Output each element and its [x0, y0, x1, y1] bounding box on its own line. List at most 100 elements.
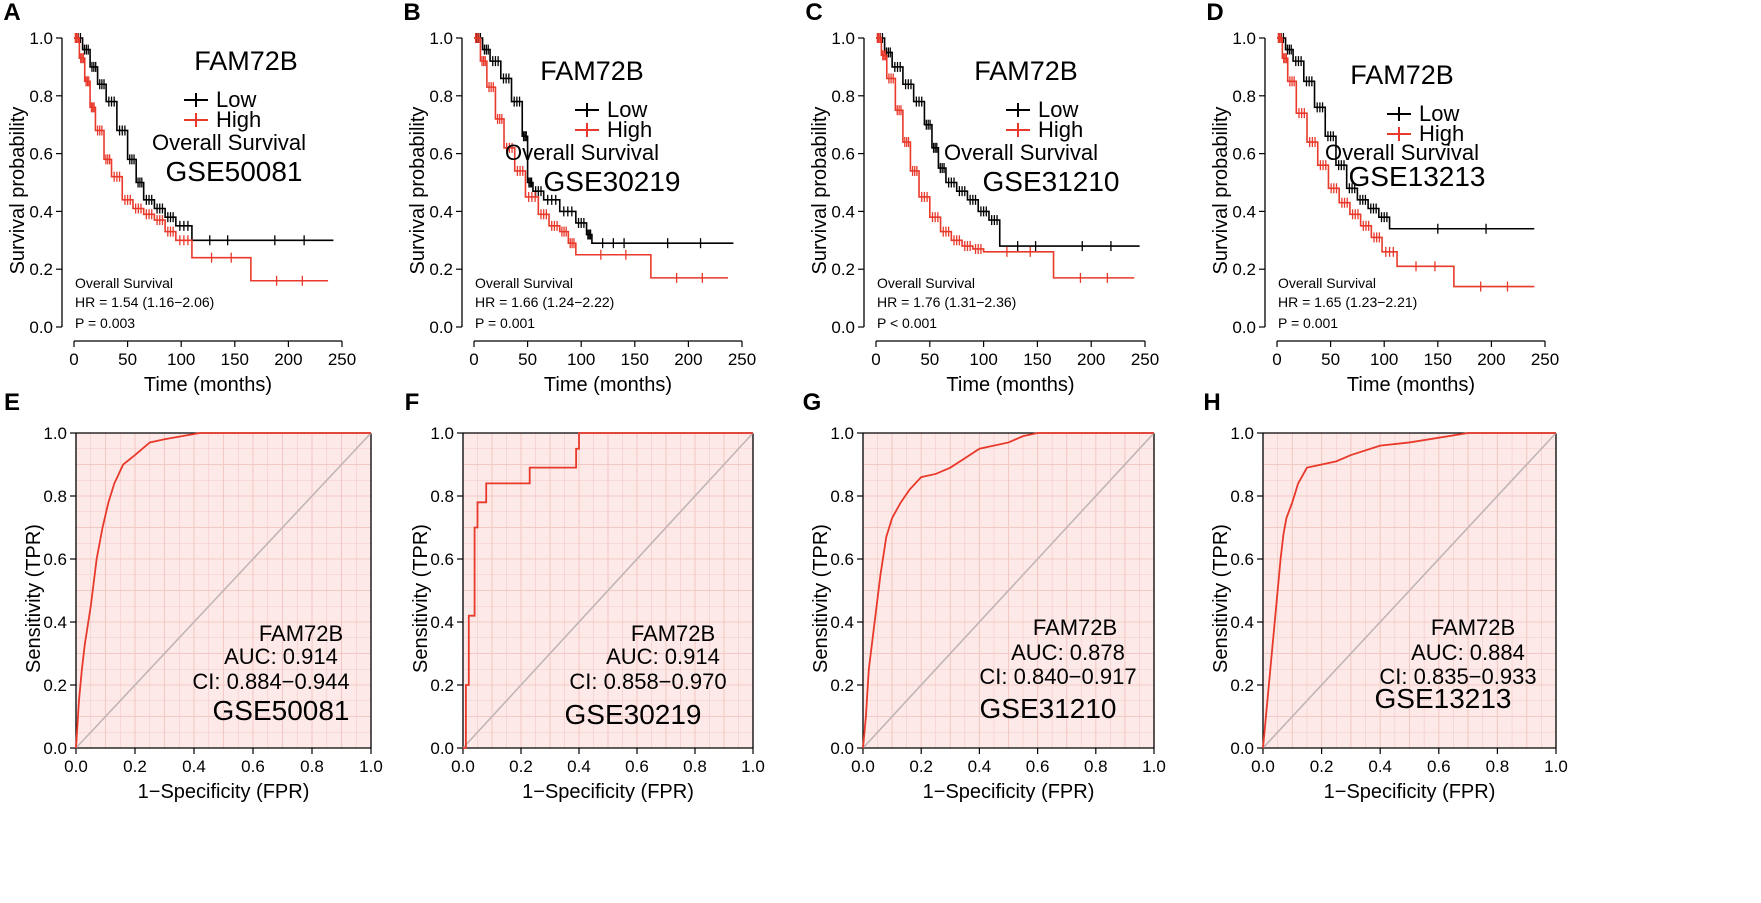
- roc-gene-label: FAM72B: [259, 621, 343, 646]
- y-axis-title: Survival probability: [809, 107, 831, 275]
- y-tick-label: 0.6: [1230, 550, 1254, 569]
- roc-curve: [463, 432, 753, 749]
- roc-diagonal: [1262, 432, 1557, 749]
- roc-auc-label: AUC: 0.878: [1011, 640, 1125, 665]
- km-panel-b: 0.0 0.2 0.4 0.6 0.8 1.0 0 50 100 150 200 250 Time (m…: [403, 0, 756, 396]
- x-tick-label: 150: [1424, 350, 1452, 369]
- x-tick-label: 0.0: [64, 757, 88, 776]
- x-tick-label: 50: [1321, 350, 1340, 369]
- x-tick-label: 0.6: [241, 757, 265, 776]
- panel-letter: A: [3, 0, 20, 26]
- roc-curve: [862, 432, 1154, 749]
- km-curve-low: [474, 37, 734, 244]
- panel-letter: D: [1206, 0, 1223, 26]
- roc-ci-label: CI: 0.884−0.944: [192, 669, 349, 694]
- km-dataset-label: GSE31210: [983, 166, 1120, 197]
- x-tick-label: 0: [69, 350, 78, 369]
- stats-hr: HR = 1.66 (1.24−2.22): [475, 294, 614, 310]
- x-tick-label: 0.6: [1026, 757, 1050, 776]
- x-tick-label: 50: [920, 350, 939, 369]
- y-tick-label: 0.4: [430, 613, 454, 632]
- y-tick-label: 1.0: [29, 29, 53, 48]
- y-tick-label: 0.8: [430, 487, 454, 506]
- x-tick-label: 0: [871, 350, 880, 369]
- y-tick-label: 0.8: [1230, 487, 1254, 506]
- x-tick-label: 0: [1272, 350, 1281, 369]
- y-tick-label: 0.2: [1232, 260, 1256, 279]
- km-panel-a: 0.0 0.2 0.4 0.6 0.8 1.0 0 50 100 150 200 250 Time (m…: [3, 0, 356, 396]
- x-tick-label: 50: [118, 350, 137, 369]
- y-tick-label: 0.4: [43, 613, 67, 632]
- x-tick-label: 0.8: [300, 757, 324, 776]
- x-tick-label: 0.6: [1427, 757, 1451, 776]
- stats-endpoint: Overall Survival: [877, 275, 975, 291]
- roc-dataset-label: GSE50081: [213, 695, 350, 726]
- panel-letter: G: [803, 389, 822, 416]
- roc-gene-label: FAM72B: [1033, 615, 1117, 640]
- roc-auc-label: AUC: 0.914: [606, 644, 720, 669]
- km-curve-low: [1277, 37, 1535, 230]
- y-axis-title: Sensitivity (TPR): [810, 524, 832, 673]
- roc-diagonal: [462, 432, 754, 749]
- roc-dataset-label: GSE30219: [565, 699, 702, 730]
- x-tick-label: 0.4: [968, 757, 992, 776]
- legend-label-low: Low: [216, 87, 256, 112]
- y-tick-label: 0.6: [831, 145, 855, 164]
- y-tick-label: 0.6: [43, 550, 67, 569]
- y-tick-label: 1.0: [831, 29, 855, 48]
- y-tick-label: 1.0: [429, 29, 453, 48]
- roc-auc-label: AUC: 0.914: [224, 644, 338, 669]
- km-gene-title: FAM72B: [974, 56, 1078, 86]
- roc-ci-label: CI: 0.840−0.917: [979, 664, 1136, 689]
- roc-dataset-label: GSE13213: [1375, 683, 1512, 714]
- km-dataset-label: GSE50081: [166, 156, 303, 187]
- stats-hr: HR = 1.54 (1.16−2.06): [75, 294, 214, 310]
- y-tick-label: 0.4: [29, 202, 53, 221]
- y-axis-title: Survival probability: [7, 107, 29, 275]
- x-tick-label: 0.0: [851, 757, 875, 776]
- y-tick-label: 0.4: [429, 202, 453, 221]
- x-axis-title: Time (months): [544, 374, 672, 396]
- km-gene-title: FAM72B: [1350, 60, 1454, 90]
- y-axis-title: Survival probability: [407, 107, 429, 275]
- x-tick-label: 200: [1477, 350, 1505, 369]
- x-tick-label: 0.8: [1084, 757, 1108, 776]
- x-tick-label: 1.0: [741, 757, 765, 776]
- roc-dataset-label: GSE31210: [980, 693, 1117, 724]
- x-axis-title: 1−Specificity (FPR): [522, 781, 694, 803]
- y-tick-label: 0.2: [430, 676, 454, 695]
- stats-hr: HR = 1.65 (1.23−2.21): [1278, 294, 1417, 310]
- roc-curve: [1262, 432, 1556, 749]
- x-tick-label: 200: [1077, 350, 1105, 369]
- y-tick-label: 0.4: [830, 613, 854, 632]
- y-tick-label: 0.8: [43, 487, 67, 506]
- km-endpoint-label: Overall Survival: [1325, 140, 1479, 165]
- x-tick-label: 0.2: [123, 757, 147, 776]
- y-tick-label: 0.4: [831, 202, 855, 221]
- km-endpoint-label: Overall Survival: [944, 140, 1098, 165]
- roc-diagonal: [862, 432, 1155, 749]
- y-tick-label: 0.2: [1230, 676, 1254, 695]
- y-tick-label: 0.6: [430, 550, 454, 569]
- roc-gene-label: FAM72B: [1431, 615, 1515, 640]
- roc-panel-f: 0.0 0.2 0.4 0.6 0.8 1.0 0.0 0.2 0.4 0.6 0.8 1.0 1−Sp…: [405, 389, 765, 803]
- km-gene-title: FAM72B: [540, 56, 644, 86]
- x-tick-label: 250: [328, 350, 356, 369]
- roc-curve: [75, 432, 371, 749]
- y-tick-label: 1.0: [430, 424, 454, 443]
- km-panel-d: 0.0 0.2 0.4 0.6 0.8 1.0 0 50 100 150 200 250 Time (m…: [1206, 0, 1559, 396]
- legend-label-high: High: [1038, 117, 1083, 142]
- x-tick-label: 0.2: [1310, 757, 1334, 776]
- stats-endpoint: Overall Survival: [475, 275, 573, 291]
- x-tick-label: 0.4: [182, 757, 206, 776]
- stats-endpoint: Overall Survival: [1278, 275, 1376, 291]
- x-axis-title: 1−Specificity (FPR): [923, 781, 1095, 803]
- roc-panel-e: 0.0 0.2 0.4 0.6 0.8 1.0 0.0 0.2 0.4 0.6 0.8 1.0 1−Sp…: [4, 389, 383, 803]
- x-tick-label: 0: [469, 350, 478, 369]
- x-tick-label: 100: [167, 350, 195, 369]
- y-tick-label: 0.0: [1230, 739, 1254, 758]
- y-tick-label: 0.0: [430, 739, 454, 758]
- x-axis-title: Time (months): [1347, 374, 1475, 396]
- y-axis-title: Sensitivity (TPR): [1210, 524, 1232, 673]
